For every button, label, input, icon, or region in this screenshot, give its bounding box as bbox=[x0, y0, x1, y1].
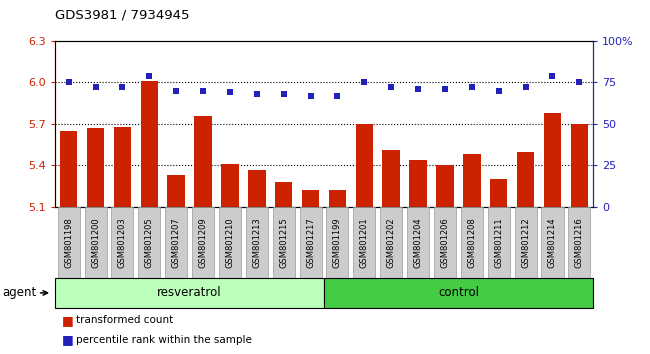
Bar bbox=[55, 278, 324, 308]
Point bbox=[144, 73, 155, 79]
Text: GSM801200: GSM801200 bbox=[91, 218, 100, 268]
Text: GSM801217: GSM801217 bbox=[306, 218, 315, 268]
Text: GSM801203: GSM801203 bbox=[118, 218, 127, 268]
Text: GSM801207: GSM801207 bbox=[172, 218, 181, 268]
Text: percentile rank within the sample: percentile rank within the sample bbox=[76, 335, 252, 345]
Text: GDS3981 / 7934945: GDS3981 / 7934945 bbox=[55, 9, 190, 22]
Bar bbox=[568, 207, 590, 278]
Bar bbox=[326, 207, 348, 278]
Text: GSM801215: GSM801215 bbox=[280, 218, 288, 268]
Text: GSM801206: GSM801206 bbox=[441, 218, 449, 268]
Bar bbox=[461, 207, 483, 278]
Bar bbox=[273, 207, 294, 278]
Text: GSM801211: GSM801211 bbox=[494, 218, 503, 268]
Bar bbox=[168, 175, 185, 354]
Bar bbox=[300, 207, 322, 278]
Text: agent: agent bbox=[3, 286, 37, 299]
Bar bbox=[434, 207, 456, 278]
Point bbox=[225, 90, 235, 95]
Text: ■: ■ bbox=[62, 314, 73, 327]
Text: GSM801212: GSM801212 bbox=[521, 218, 530, 268]
Bar bbox=[192, 207, 214, 278]
Bar bbox=[248, 170, 266, 354]
Bar bbox=[114, 127, 131, 354]
Bar bbox=[324, 278, 593, 308]
Bar bbox=[380, 207, 402, 278]
Text: GSM801204: GSM801204 bbox=[413, 218, 423, 268]
Bar bbox=[515, 207, 537, 278]
Point bbox=[332, 93, 343, 98]
Text: GSM801216: GSM801216 bbox=[575, 218, 584, 268]
Bar bbox=[488, 207, 510, 278]
Bar bbox=[58, 207, 80, 278]
Text: GSM801202: GSM801202 bbox=[387, 218, 396, 268]
Bar bbox=[221, 164, 239, 354]
Point bbox=[359, 80, 370, 85]
Bar bbox=[246, 207, 268, 278]
Point bbox=[198, 88, 208, 93]
Bar bbox=[329, 190, 346, 354]
Bar bbox=[354, 207, 375, 278]
Text: control: control bbox=[438, 286, 479, 299]
Bar bbox=[275, 182, 292, 354]
Point bbox=[171, 88, 181, 93]
Point bbox=[521, 85, 531, 90]
Point bbox=[574, 80, 584, 85]
Text: GSM801210: GSM801210 bbox=[226, 218, 235, 268]
Point bbox=[467, 85, 477, 90]
Text: GSM801209: GSM801209 bbox=[199, 218, 207, 268]
Text: transformed count: transformed count bbox=[76, 315, 174, 325]
Point bbox=[252, 91, 262, 97]
Bar bbox=[111, 207, 133, 278]
Bar bbox=[544, 113, 561, 354]
Bar bbox=[541, 207, 564, 278]
Bar bbox=[407, 207, 429, 278]
Bar bbox=[87, 128, 104, 354]
Text: GSM801213: GSM801213 bbox=[252, 218, 261, 268]
Text: GSM801205: GSM801205 bbox=[145, 218, 154, 268]
Point bbox=[278, 91, 289, 97]
Bar bbox=[138, 207, 161, 278]
Text: GSM801214: GSM801214 bbox=[548, 218, 557, 268]
Point bbox=[386, 85, 396, 90]
Point bbox=[547, 73, 558, 79]
Bar bbox=[140, 81, 158, 354]
Point bbox=[413, 86, 423, 92]
Bar bbox=[219, 207, 241, 278]
Text: ■: ■ bbox=[62, 333, 73, 346]
Text: GSM801199: GSM801199 bbox=[333, 218, 342, 268]
Bar bbox=[463, 154, 480, 354]
Bar bbox=[410, 160, 427, 354]
Bar bbox=[517, 152, 534, 354]
Text: resveratrol: resveratrol bbox=[157, 286, 222, 299]
Text: GSM801198: GSM801198 bbox=[64, 218, 73, 268]
Bar bbox=[490, 179, 508, 354]
Text: GSM801208: GSM801208 bbox=[467, 218, 476, 268]
Bar bbox=[382, 150, 400, 354]
Point bbox=[440, 86, 450, 92]
Point bbox=[90, 85, 101, 90]
Point bbox=[117, 85, 127, 90]
Text: GSM801201: GSM801201 bbox=[360, 218, 369, 268]
Point bbox=[306, 93, 316, 98]
Bar bbox=[302, 190, 319, 354]
Bar bbox=[436, 166, 454, 354]
Bar bbox=[194, 115, 212, 354]
Bar bbox=[356, 124, 373, 354]
Bar bbox=[571, 124, 588, 354]
Point bbox=[64, 80, 74, 85]
Bar bbox=[165, 207, 187, 278]
Bar bbox=[60, 131, 77, 354]
Point bbox=[493, 88, 504, 93]
Bar bbox=[84, 207, 107, 278]
